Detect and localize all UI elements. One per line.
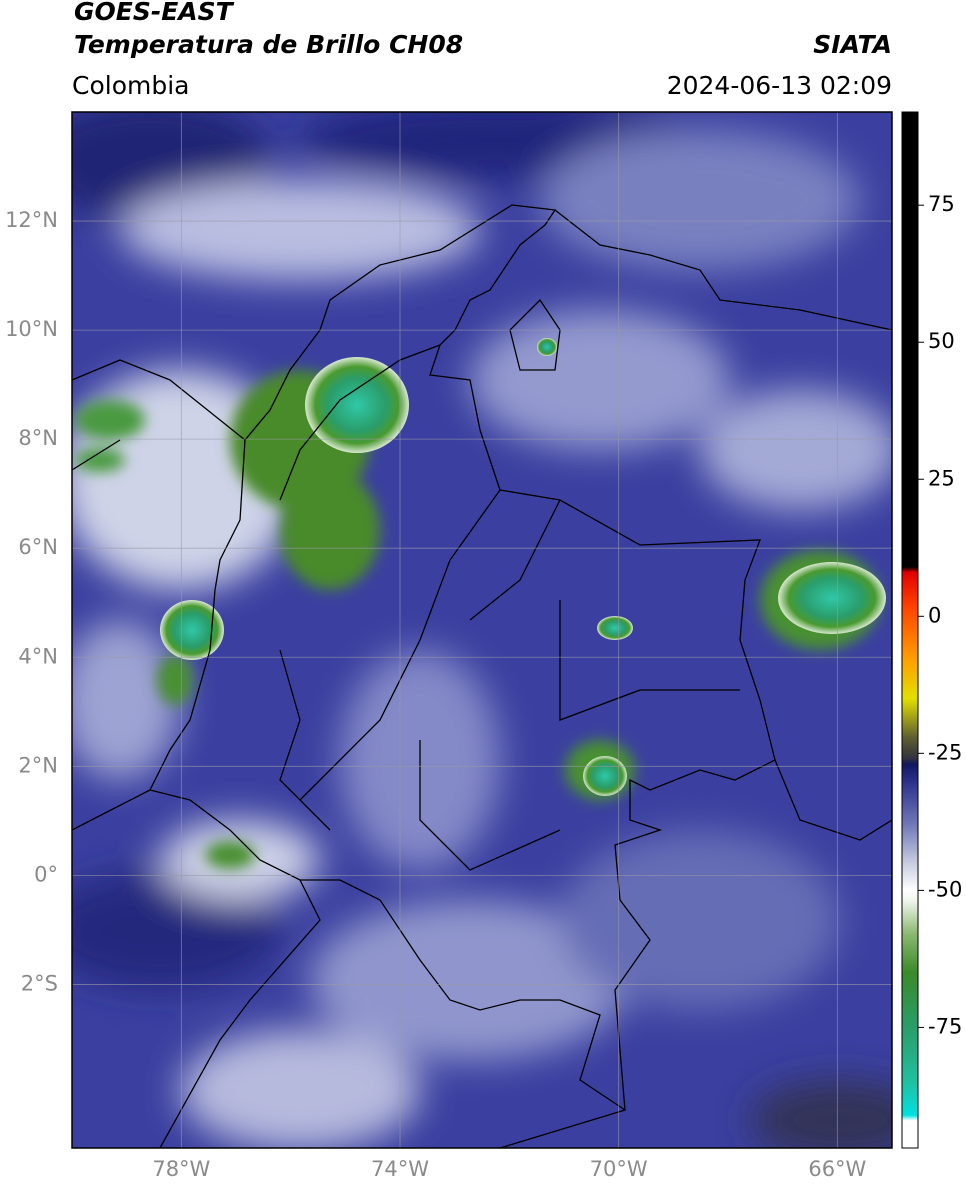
subtitle: Temperatura de Brillo CH08	[74, 30, 463, 59]
colorbar	[902, 112, 918, 1148]
colorbar-tick-label: 50	[928, 329, 955, 353]
y-tick-label: 4°N	[18, 644, 58, 668]
y-tick-label: 2°S	[21, 971, 58, 995]
y-tick-label: 12°N	[5, 208, 58, 232]
satellite-image	[72, 112, 892, 1148]
colorbar-tick-label: -75	[928, 1014, 962, 1038]
colorbar-tick-label: 25	[928, 466, 955, 490]
y-tick-label: 2°N	[18, 753, 58, 777]
x-tick-label: 74°W	[371, 1157, 429, 1181]
title: GOES-EAST	[74, 0, 235, 26]
x-tick-label: 78°W	[152, 1157, 210, 1181]
colorbar-frame	[901, 111, 919, 1149]
datetime: 2024-06-13 02:09	[667, 71, 892, 100]
y-tick-label: 8°N	[18, 426, 58, 450]
colorbar-tick-label: 0	[928, 603, 941, 627]
x-tick-label: 66°W	[808, 1157, 866, 1181]
colorbar-tick-label: -25	[928, 740, 962, 764]
colorbar-tick-label: -50	[928, 877, 962, 901]
x-tick-label: 70°W	[590, 1157, 648, 1181]
region: Colombia	[72, 71, 189, 100]
y-tick-label: 0°	[34, 862, 58, 886]
y-tick-label: 10°N	[5, 317, 58, 341]
colorbar-tick-label: 75	[928, 192, 955, 216]
y-tick-label: 6°N	[18, 535, 58, 559]
source: SIATA	[813, 30, 892, 59]
map-frame	[71, 111, 893, 1149]
